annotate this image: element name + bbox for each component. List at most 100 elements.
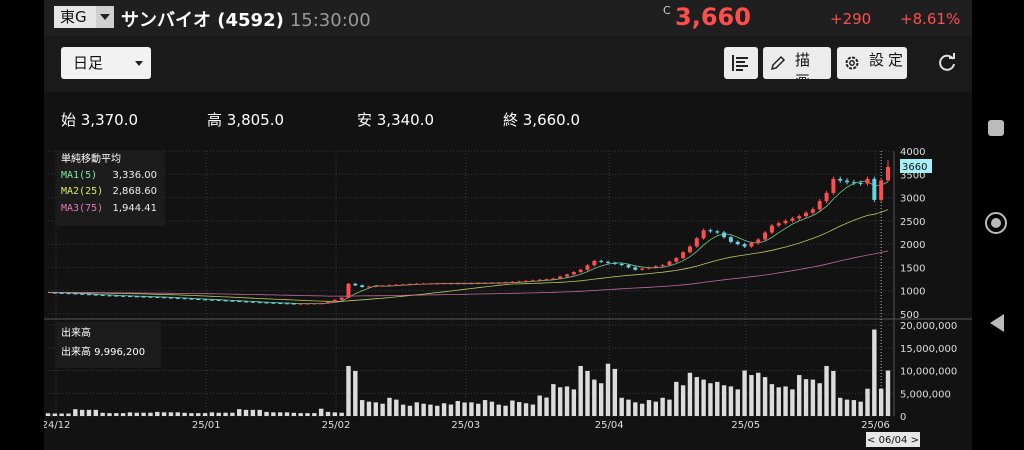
candle-body xyxy=(394,284,399,286)
price-flag: C xyxy=(663,4,671,17)
settings-button[interactable]: 設定 xyxy=(837,47,907,79)
candle-body xyxy=(291,303,296,305)
ma2-value: 2,868.60 xyxy=(112,186,157,197)
market-dropdown[interactable]: 東G xyxy=(54,6,114,28)
volume-bar xyxy=(762,377,768,416)
volume-bar xyxy=(598,383,604,416)
chart-grid xyxy=(44,150,972,417)
price-tick-label: 2000 xyxy=(900,240,925,251)
price-tick-label: 500 xyxy=(900,310,919,321)
candle-body xyxy=(278,303,283,305)
reload-icon[interactable] xyxy=(936,52,958,74)
candle-body xyxy=(845,180,850,183)
volume-bar xyxy=(230,412,235,416)
time-tick-label: 25/05 xyxy=(731,420,760,431)
candle-body xyxy=(250,301,255,303)
back-icon[interactable] xyxy=(990,314,1004,332)
volume-bar xyxy=(243,409,249,416)
volume-bar xyxy=(715,381,720,416)
candle-body xyxy=(476,283,481,285)
candle-body xyxy=(107,295,112,297)
candle-body xyxy=(155,297,160,299)
cursor-date-tag[interactable] xyxy=(866,432,920,447)
candle-body xyxy=(435,283,440,285)
volume-bar xyxy=(107,413,112,416)
volume-bar xyxy=(223,412,228,416)
recents-icon[interactable] xyxy=(988,120,1004,136)
volume-bar xyxy=(756,372,761,416)
volume-bar xyxy=(366,401,372,416)
candle-body xyxy=(599,260,604,262)
volume-bar xyxy=(400,404,406,416)
candle-body xyxy=(86,294,91,296)
ma3-value: 1,944.41 xyxy=(112,203,157,214)
candle-body xyxy=(264,302,269,304)
settings-label: 設定 xyxy=(869,51,907,69)
volume-bar xyxy=(373,402,379,416)
volume-bar xyxy=(271,412,276,416)
volume-bar xyxy=(175,412,180,416)
high-value: 高 3,805.0 xyxy=(207,111,285,129)
candle-body xyxy=(373,286,378,288)
volume-tick-label: 15,000,000 xyxy=(900,344,957,355)
candle-body xyxy=(674,258,679,262)
volume-bar xyxy=(701,379,706,416)
draw-button[interactable]: 描画 xyxy=(763,47,831,79)
time-tick-label: 25/03 xyxy=(451,420,480,431)
price-tick-label: 1500 xyxy=(900,263,925,274)
price-tick-label: 2500 xyxy=(900,217,925,228)
volume-bar xyxy=(851,400,857,416)
volume-bar xyxy=(318,408,324,416)
layout-button[interactable] xyxy=(724,47,758,79)
volume-bar xyxy=(708,383,713,416)
price-chart[interactable]: 500 1000 1500 2000 2500 3000 3500 4000 20,000,00… xyxy=(44,146,972,450)
price-change-percent: +8.61% xyxy=(900,10,961,28)
volume-bar xyxy=(100,412,105,416)
open-value: 始 3,370.0 xyxy=(61,111,139,129)
volume-bar xyxy=(394,399,399,416)
volume-legend-box xyxy=(57,322,161,368)
period-dropdown[interactable]: 日足 xyxy=(61,47,151,79)
volume-bar xyxy=(161,412,167,416)
volume-bar xyxy=(844,399,850,416)
volume-bar xyxy=(680,385,686,416)
candle-body xyxy=(483,283,488,285)
volume-bar xyxy=(592,379,597,416)
ma3-label: MA3(75) xyxy=(61,203,103,214)
last-price-tag xyxy=(900,159,932,173)
moving-average-lines xyxy=(48,181,889,305)
volume-bar xyxy=(414,402,419,416)
candle-body xyxy=(660,265,665,267)
candle-body xyxy=(810,209,815,213)
candle-body xyxy=(244,301,249,303)
candle-body xyxy=(872,178,877,200)
ohlc-row: 始 3,370.0 高 3,805.0 安 3,340.0 終 3,660.0 xyxy=(44,92,972,146)
candle-body xyxy=(640,268,645,270)
volume-bar xyxy=(332,412,338,416)
candle-body xyxy=(428,283,433,285)
volume-bar xyxy=(735,389,740,416)
volume-bar xyxy=(202,413,208,416)
volume-bar xyxy=(312,413,317,416)
volume-bar xyxy=(489,401,495,416)
volume-bar xyxy=(45,413,51,416)
volume-bar xyxy=(612,368,618,416)
volume-bar xyxy=(571,389,577,416)
market-label: 東G xyxy=(60,8,87,26)
candle-body xyxy=(681,252,686,259)
volume-bar xyxy=(728,386,734,416)
home-icon[interactable] xyxy=(985,212,1007,234)
gear-icon xyxy=(845,56,859,70)
volume-bar xyxy=(298,413,303,416)
volume-bar xyxy=(646,400,652,416)
candle-body xyxy=(448,283,453,285)
volume-bar xyxy=(797,375,802,416)
volume-bar xyxy=(441,403,447,416)
volume-bar xyxy=(578,365,583,416)
volume-bar xyxy=(339,412,344,416)
axis-labels: 500 1000 1500 2000 2500 3000 3500 4000 20,000,00… xyxy=(44,147,957,431)
volume-bar xyxy=(52,413,58,416)
volume-bar xyxy=(284,412,290,416)
price-tick-label: 1000 xyxy=(900,287,925,298)
candle-body xyxy=(694,238,699,247)
